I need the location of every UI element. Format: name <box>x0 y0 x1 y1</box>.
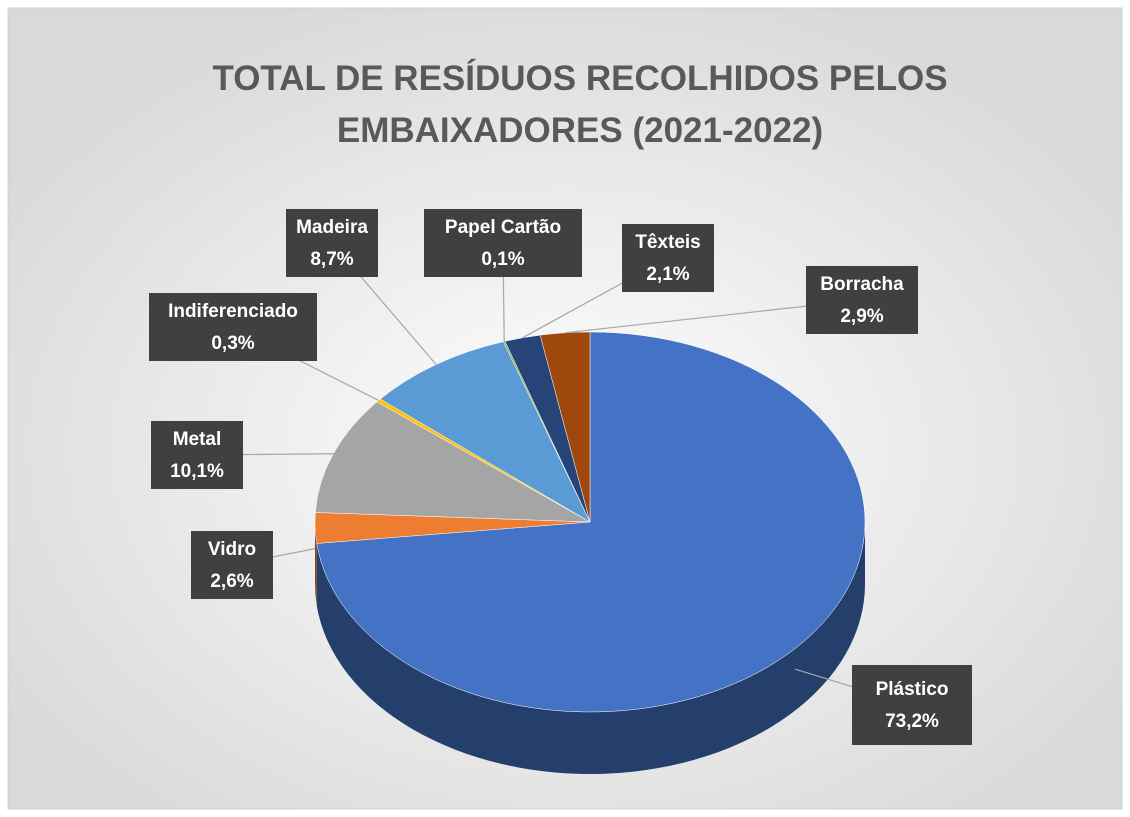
data-label-box <box>286 209 378 277</box>
data-label-box <box>852 665 972 745</box>
data-label-value: 10,1% <box>170 461 224 482</box>
data-label-box <box>424 209 582 277</box>
data-label-value: 2,6% <box>210 571 253 592</box>
data-label-name: Indiferenciado <box>168 301 298 322</box>
chart-title: EMBAIXADORES (2021-2022) <box>337 111 823 150</box>
data-label-name: Madeira <box>296 217 368 238</box>
data-label-value: 0,3% <box>211 333 254 354</box>
data-label-box <box>151 421 243 489</box>
data-label-value: 8,7% <box>310 249 353 270</box>
data-label-box <box>806 266 918 334</box>
data-label-name: Papel Cartão <box>445 217 561 238</box>
data-label-name: Plástico <box>876 679 949 700</box>
data-label-value: 2,9% <box>840 306 883 327</box>
data-label-box <box>622 224 714 292</box>
data-label-box <box>191 531 273 599</box>
data-label-box <box>149 293 317 361</box>
data-label-value: 73,2% <box>885 711 939 732</box>
data-label-name: Vidro <box>208 539 256 560</box>
slice <box>379 341 591 523</box>
slice <box>539 331 591 523</box>
data-label-value: 0,1% <box>481 249 524 270</box>
slice-side <box>316 522 865 774</box>
slice <box>316 331 866 713</box>
slice <box>315 401 591 523</box>
slice-side <box>315 522 317 606</box>
data-label-name: Borracha <box>820 274 904 295</box>
data-label-name: Metal <box>173 429 222 450</box>
data-label-value: 2,1% <box>646 264 689 285</box>
chart-title: TOTAL DE RESÍDUOS RECOLHIDOS PELOS <box>212 58 947 98</box>
data-label-name: Têxteis <box>635 232 700 253</box>
